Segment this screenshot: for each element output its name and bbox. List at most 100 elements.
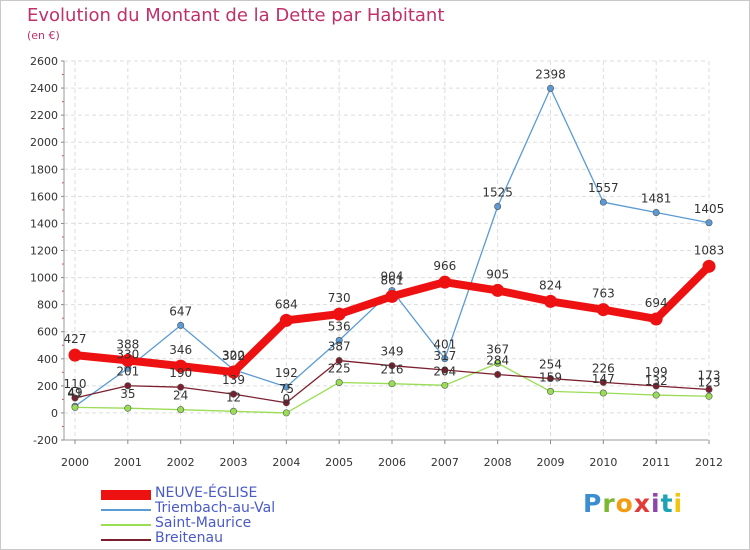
data-label: 132 <box>645 374 668 388</box>
chart-title: Evolution du Montant de la Dette par Hab… <box>27 5 445 26</box>
data-point <box>438 275 452 289</box>
logo-letter: o <box>615 489 634 518</box>
x-tick-label: 2005 <box>325 456 353 469</box>
data-label: 320 <box>222 349 245 363</box>
chart-subtitle: (en €) <box>27 29 60 42</box>
y-tick-label: 1000 <box>30 272 58 285</box>
data-point <box>335 336 343 344</box>
data-point <box>599 389 607 397</box>
data-label: 204 <box>433 364 456 378</box>
y-tick-label: 2200 <box>30 109 58 122</box>
data-label: 536 <box>328 319 351 333</box>
data-point <box>68 348 82 362</box>
data-label: 1083 <box>694 243 725 257</box>
data-label: 192 <box>275 366 298 380</box>
data-label: 824 <box>539 278 562 292</box>
data-label: 905 <box>486 267 509 281</box>
data-label: 1481 <box>641 191 672 205</box>
data-point <box>546 375 554 383</box>
data-label: 401 <box>433 338 456 352</box>
data-point <box>282 409 290 417</box>
data-label: 0 <box>283 392 291 406</box>
x-tick-label: 2006 <box>378 456 406 469</box>
logo-letter: x <box>633 489 651 518</box>
data-label: 139 <box>222 373 245 387</box>
data-label: 904 <box>381 270 404 284</box>
data-point <box>124 404 132 412</box>
y-tick-label: 200 <box>37 380 58 393</box>
data-point <box>124 382 132 390</box>
data-point <box>494 359 502 367</box>
y-tick-label: 400 <box>37 353 58 366</box>
data-label: 123 <box>698 375 721 389</box>
data-label: 427 <box>64 332 87 346</box>
y-tick-label: 1200 <box>30 245 58 258</box>
data-point <box>705 386 713 394</box>
legend-label: Breitenau <box>155 530 223 546</box>
data-label: 684 <box>275 297 298 311</box>
x-tick-label: 2011 <box>642 456 670 469</box>
data-point <box>177 383 185 391</box>
data-point <box>546 84 554 92</box>
data-point <box>705 219 713 227</box>
y-tick-label: 600 <box>37 326 58 339</box>
data-label: 49 <box>67 385 82 399</box>
data-label: 367 <box>486 342 509 356</box>
data-point <box>652 382 660 390</box>
data-point <box>441 366 449 374</box>
data-label: 317 <box>433 349 456 363</box>
data-point <box>494 370 502 378</box>
x-tick-label: 2009 <box>537 456 565 469</box>
data-point <box>385 289 399 303</box>
data-label: 41 <box>67 386 82 400</box>
logo-letter: t <box>660 489 674 518</box>
data-point <box>335 357 343 365</box>
data-label: 346 <box>169 343 192 357</box>
data-label: 763 <box>592 287 615 301</box>
x-tick-label: 2004 <box>272 456 300 469</box>
data-label: 647 <box>169 304 192 318</box>
data-point <box>177 321 185 329</box>
legend-swatch <box>101 490 151 500</box>
y-tick-label: 800 <box>37 299 58 312</box>
logo-letter: P <box>583 489 603 518</box>
data-point <box>596 303 610 317</box>
data-label: 199 <box>645 365 668 379</box>
data-label: 330 <box>116 347 139 361</box>
data-label: 225 <box>328 361 351 375</box>
data-label: 1405 <box>694 202 725 216</box>
x-tick-label: 2007 <box>431 456 459 469</box>
data-point <box>282 383 290 391</box>
data-point <box>441 355 449 363</box>
y-tick-label: 1600 <box>30 190 58 203</box>
x-tick-label: 2008 <box>484 456 512 469</box>
data-point <box>388 380 396 388</box>
data-label: 110 <box>64 377 87 391</box>
data-point <box>599 378 607 386</box>
y-tick-label: 0 <box>51 407 58 420</box>
data-label: 730 <box>328 291 351 305</box>
x-tick-label: 2001 <box>114 456 142 469</box>
data-label: 147 <box>592 372 615 386</box>
data-label: 284 <box>486 353 509 367</box>
data-point <box>174 359 188 373</box>
logo-letter: i <box>651 489 661 518</box>
data-label: 694 <box>645 296 668 310</box>
data-point <box>177 406 185 414</box>
y-tick-label: 2000 <box>30 136 58 149</box>
data-point <box>71 394 79 402</box>
y-tick-label: 2400 <box>30 82 58 95</box>
data-label: 12 <box>226 390 241 404</box>
data-point <box>546 387 554 395</box>
data-label: 2398 <box>535 67 566 81</box>
data-point <box>230 390 238 398</box>
data-label: 201 <box>116 365 139 379</box>
data-label: 216 <box>381 363 404 377</box>
data-label: 75 <box>279 382 294 396</box>
legend-label: NEUVE-ÉGLISE <box>155 485 258 501</box>
data-label: 861 <box>381 273 404 287</box>
legend-swatch <box>101 524 151 526</box>
data-point <box>599 198 607 206</box>
